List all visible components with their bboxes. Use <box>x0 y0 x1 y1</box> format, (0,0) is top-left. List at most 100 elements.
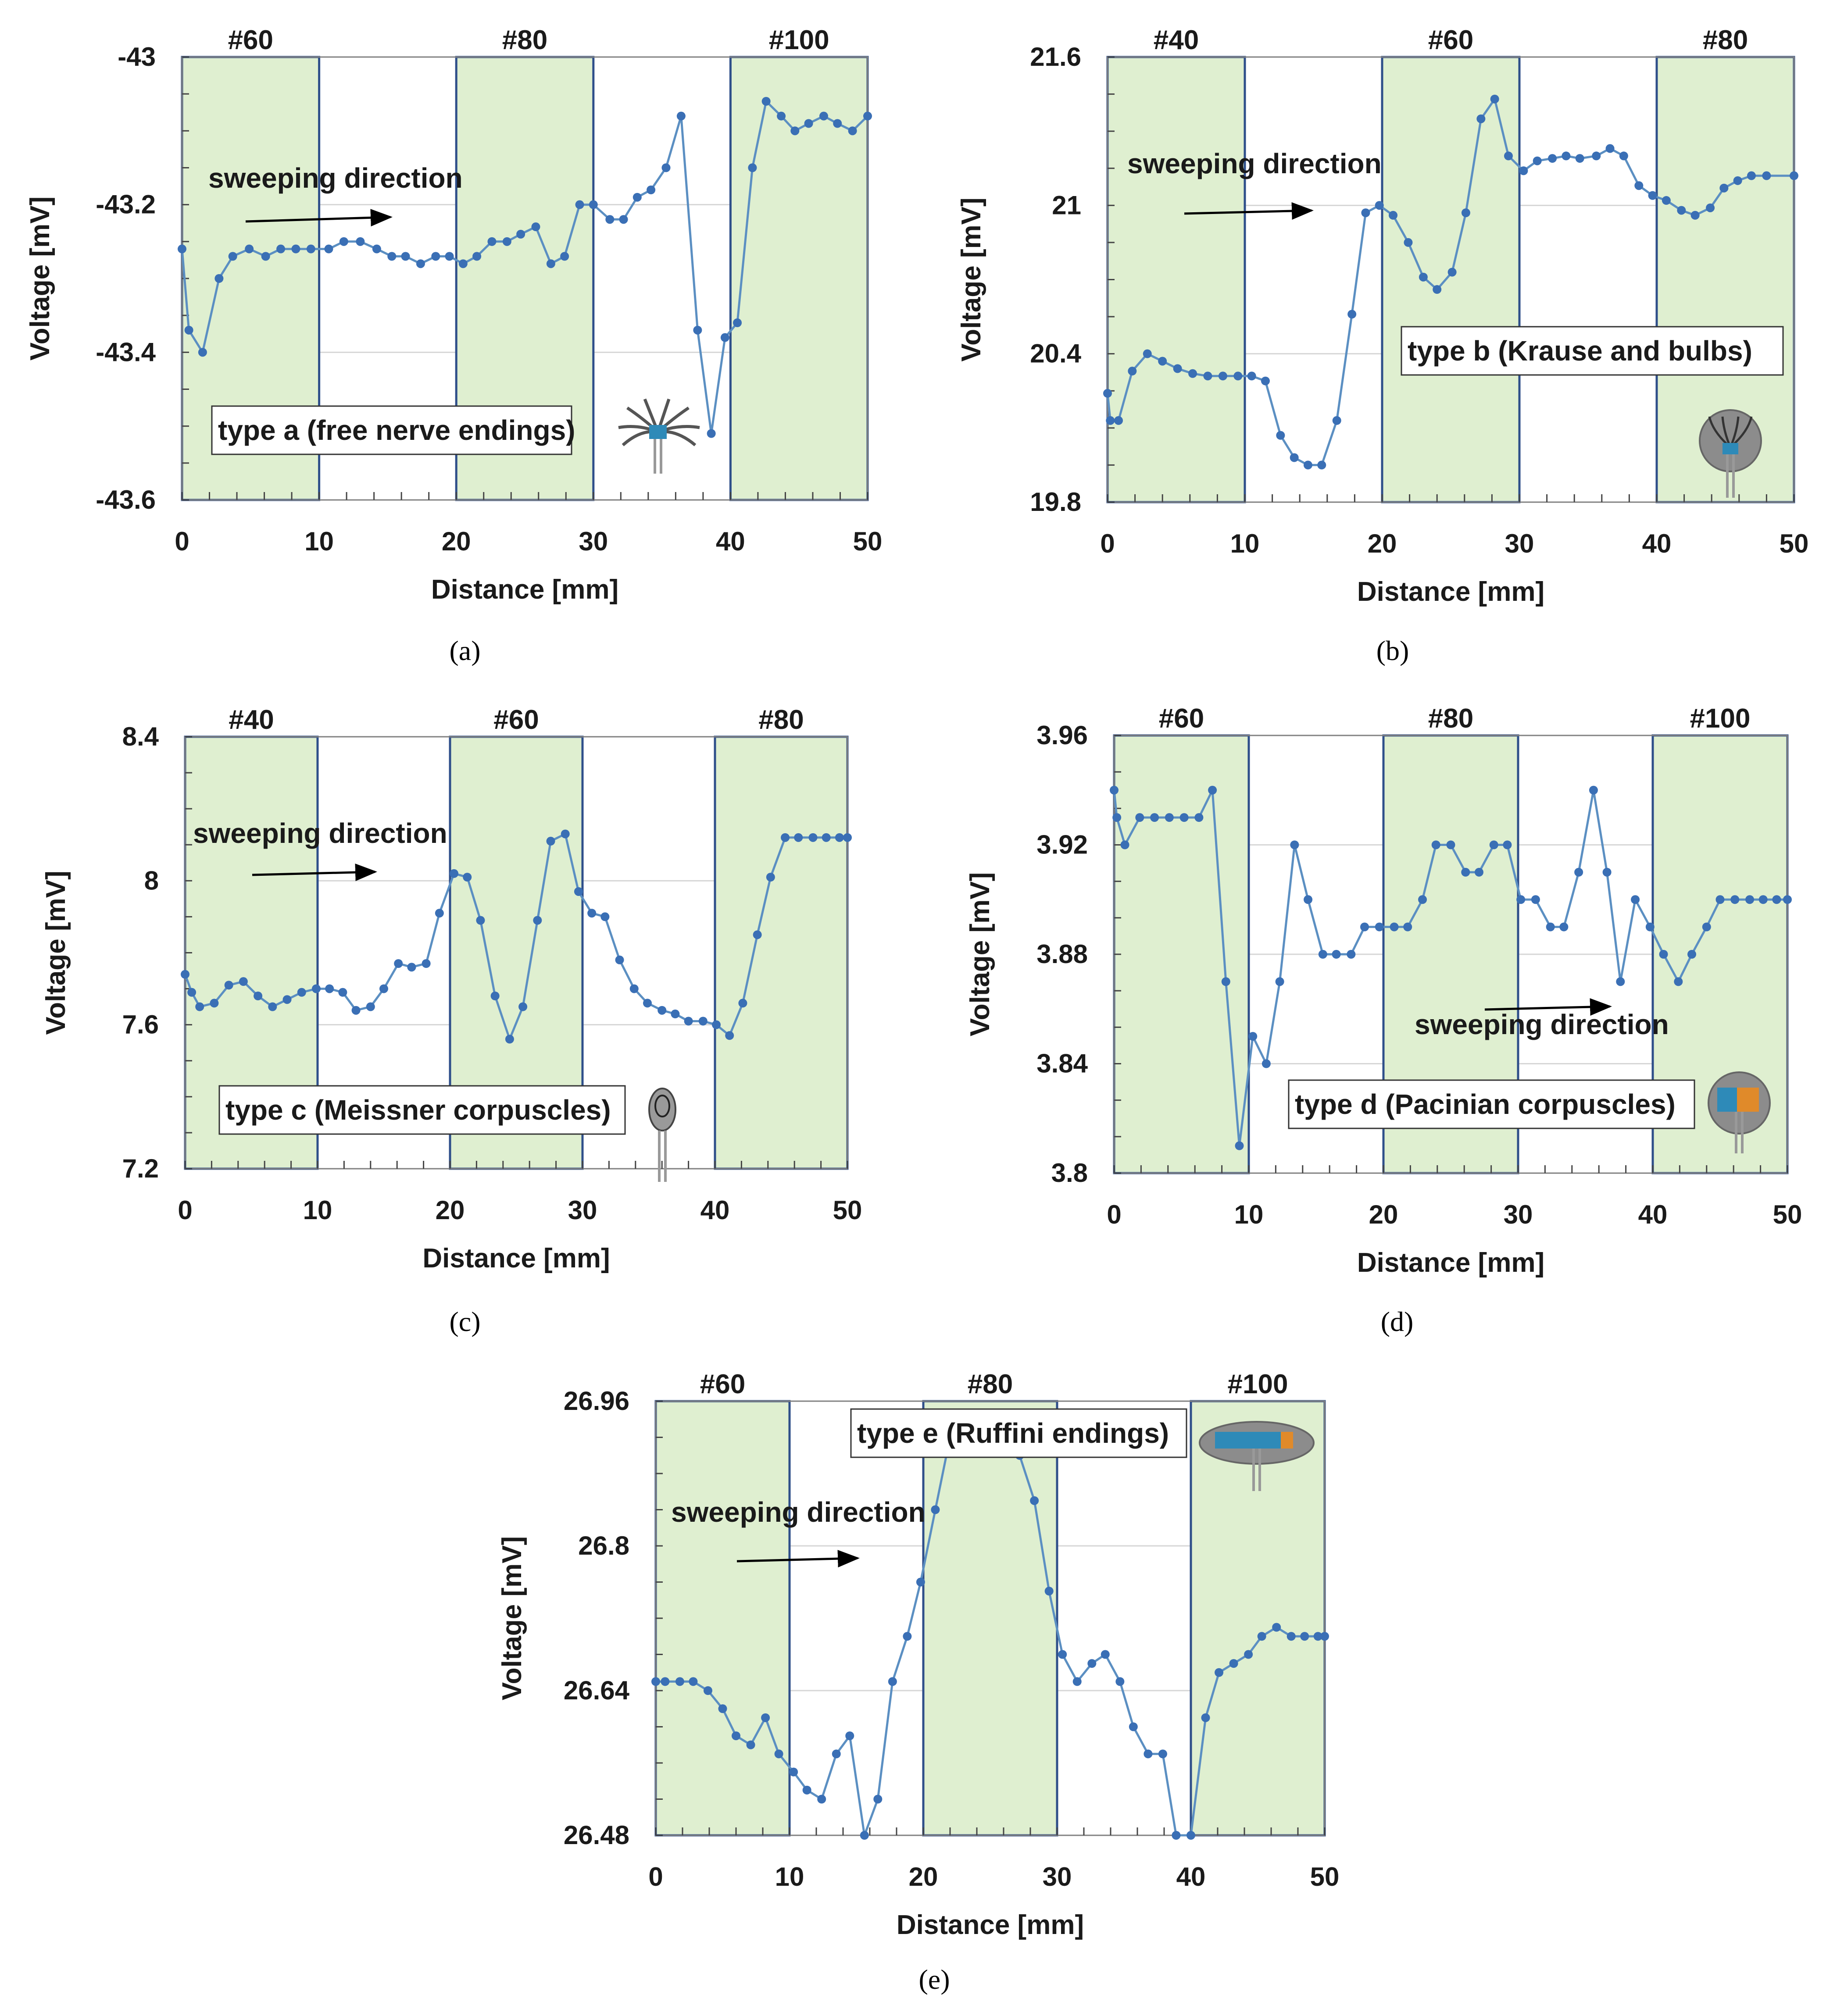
data-point <box>725 1031 734 1040</box>
panel-caption: (e) <box>918 1964 950 1995</box>
data-point <box>777 111 786 121</box>
x-tick-label: 0 <box>178 1195 192 1225</box>
band-label: #100 <box>1228 1369 1288 1399</box>
krause-bulb-icon <box>1699 409 1762 498</box>
data-point <box>651 1677 660 1686</box>
data-point <box>1548 154 1557 163</box>
chart-panel: #60 #80 #100 0 10 20 30 40 50 3.96 3.92 3.88 3.84 3.8… <box>965 703 1802 1337</box>
data-point <box>1218 371 1227 381</box>
data-point <box>1257 1632 1266 1641</box>
data-point <box>561 829 570 839</box>
data-point <box>1332 950 1341 959</box>
data-point <box>1489 840 1498 849</box>
data-point <box>817 1795 826 1804</box>
data-point <box>1194 813 1204 822</box>
data-point <box>833 119 842 128</box>
y-tick-label: 3.84 <box>1036 1049 1088 1078</box>
data-point <box>661 163 671 172</box>
y-axis-title: Voltage [mV] <box>25 196 55 360</box>
highlight-band <box>729 56 869 501</box>
data-point <box>1674 977 1683 986</box>
data-point <box>214 274 224 283</box>
data-point <box>1347 310 1357 319</box>
data-point <box>422 959 431 968</box>
band-label: #40 <box>1154 25 1199 55</box>
y-tick-label: 3.88 <box>1036 939 1088 969</box>
data-point <box>888 1677 897 1686</box>
data-point <box>560 252 569 261</box>
meissner-corpuscle-icon <box>648 1088 676 1182</box>
data-point <box>1490 94 1499 103</box>
x-tick-label: 0 <box>1107 1200 1121 1229</box>
data-point <box>712 1020 721 1029</box>
data-point <box>407 963 416 972</box>
data-point <box>703 1686 712 1695</box>
chart-panel: #60 #80 #100 0 10 20 30 40 50 26.96 26.8 26.64 26.48… <box>497 1369 1339 1995</box>
data-point <box>1533 156 1542 165</box>
legend-box <box>211 405 572 455</box>
x-tick-label: 20 <box>1369 1200 1398 1229</box>
band-label: #80 <box>1428 703 1473 734</box>
data-point <box>707 429 716 438</box>
sweeping-direction-label: sweeping direction <box>193 817 447 849</box>
panel-caption: (c) <box>449 1306 480 1337</box>
data-point <box>1332 416 1341 425</box>
data-point <box>224 981 233 990</box>
legend-label: type d (Pacinian corpuscles) <box>1295 1088 1676 1120</box>
x-tick-label: 0 <box>648 1862 663 1891</box>
data-point <box>1261 1059 1271 1068</box>
data-point <box>605 215 615 224</box>
data-point <box>873 1795 883 1804</box>
data-point <box>338 988 347 997</box>
data-point <box>297 988 306 997</box>
data-point <box>845 1731 854 1741</box>
data-point <box>781 833 790 842</box>
data-point <box>1476 114 1486 123</box>
data-point <box>1602 867 1612 877</box>
data-point <box>546 837 555 846</box>
data-point <box>1144 1749 1153 1759</box>
data-point <box>1247 371 1256 381</box>
chart-panel: #40 #60 #80 0 10 20 30 40 50 21.6 21 20.4 19.8 Distan… <box>956 25 1808 666</box>
legend-box <box>218 1085 626 1135</box>
legend-label: type e (Ruffini endings) <box>857 1417 1169 1449</box>
data-point <box>808 833 818 842</box>
data-point <box>1433 285 1442 294</box>
x-tick-label: 50 <box>833 1195 862 1225</box>
data-point <box>698 1017 708 1026</box>
x-tick-label: 10 <box>1230 529 1260 558</box>
y-tick-label: -43.6 <box>96 485 156 514</box>
data-point <box>1347 950 1356 959</box>
data-point <box>1110 785 1119 795</box>
data-point <box>1087 1659 1097 1668</box>
data-point <box>1303 460 1312 470</box>
data-point <box>629 984 639 993</box>
data-point <box>794 833 803 842</box>
data-point <box>1233 371 1243 381</box>
data-point <box>1461 867 1470 877</box>
x-axis-title: Distance [mm] <box>422 1243 610 1274</box>
band-label: #60 <box>700 1369 745 1399</box>
data-point <box>1719 183 1729 193</box>
data-point <box>1103 389 1112 398</box>
data-point <box>324 244 333 253</box>
data-point <box>1143 349 1152 358</box>
data-point <box>372 244 381 253</box>
sweeping-direction-arrow <box>736 1550 860 1568</box>
data-point <box>1135 813 1144 822</box>
data-point <box>575 200 584 209</box>
data-point <box>848 126 857 136</box>
y-tick-label: -43 <box>118 42 156 71</box>
data-point <box>732 1731 740 1741</box>
panel-caption: (a) <box>449 635 480 666</box>
data-point <box>351 1006 361 1015</box>
data-point <box>574 887 583 896</box>
y-tick-label: 26.64 <box>564 1676 630 1705</box>
data-point <box>1687 950 1697 959</box>
data-point <box>1208 785 1217 795</box>
data-point <box>761 1713 770 1722</box>
data-point <box>254 992 263 1000</box>
data-point <box>1648 191 1657 200</box>
data-point <box>822 833 831 842</box>
data-point <box>1790 171 1798 180</box>
